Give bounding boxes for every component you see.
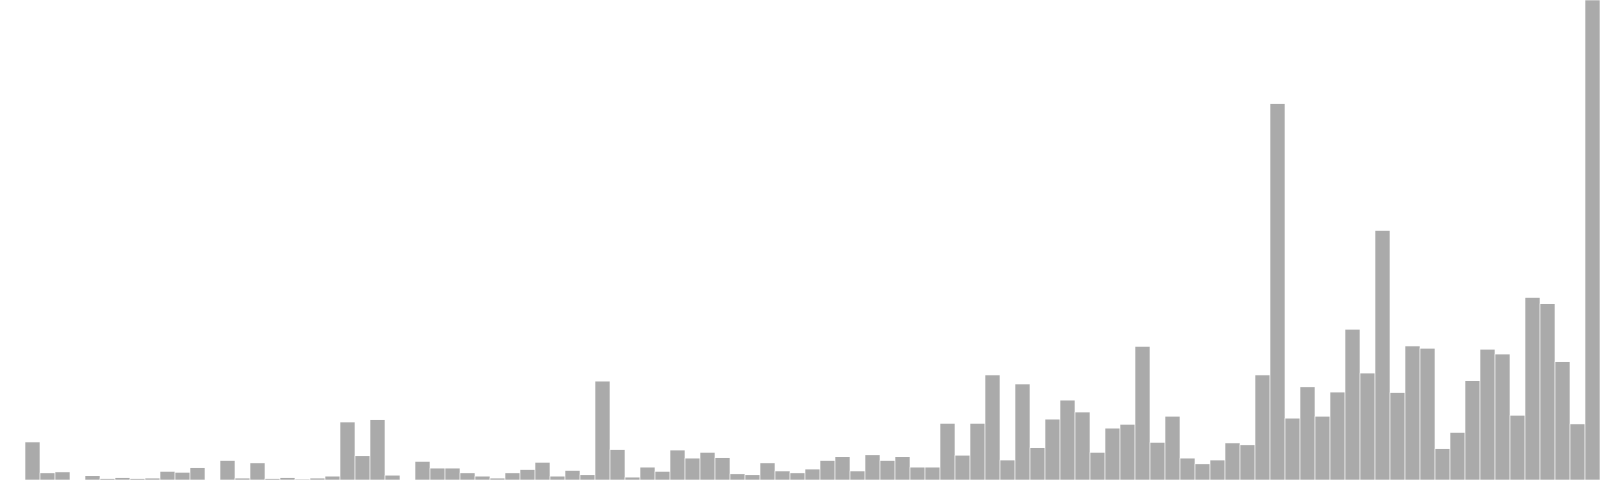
bar-52: [789, 472, 806, 480]
bar-62: [939, 423, 956, 480]
bar-64: [969, 423, 986, 480]
bar-55: [834, 456, 851, 480]
bar-74: [1119, 424, 1136, 480]
bar-33: [504, 472, 521, 480]
bar-1: [24, 441, 41, 480]
bar-12: [189, 467, 206, 480]
bar-30: [459, 472, 476, 480]
bar-65: [984, 374, 1001, 480]
bar-11: [174, 472, 191, 480]
bar-73: [1104, 427, 1121, 480]
bar-37: [564, 470, 581, 480]
bar-84: [1269, 103, 1286, 480]
bar-97: [1464, 380, 1481, 480]
bar-56: [849, 470, 866, 480]
bar-2: [39, 472, 56, 480]
bar-36: [549, 475, 566, 480]
bar-105: [1584, 0, 1600, 480]
bar-95: [1434, 448, 1451, 480]
bar-27: [414, 461, 431, 480]
bar-75: [1134, 346, 1151, 480]
bar-39: [594, 380, 611, 480]
bar-54: [819, 460, 836, 480]
bar-35: [534, 462, 551, 480]
bar-31: [474, 475, 491, 480]
bar-49: [744, 474, 761, 480]
bar-22: [339, 421, 356, 480]
bar-21: [324, 475, 341, 480]
bar-100: [1509, 415, 1526, 480]
bar-38: [579, 474, 596, 480]
bar-48: [729, 473, 746, 480]
bar-83: [1254, 374, 1271, 480]
bar-80: [1209, 459, 1226, 480]
bar-93: [1404, 345, 1421, 480]
bar-96: [1449, 432, 1466, 480]
bar-63: [954, 454, 971, 480]
bar-61: [924, 466, 941, 480]
bar-101: [1524, 297, 1541, 480]
bar-70: [1059, 399, 1076, 480]
bar-23: [354, 455, 371, 480]
bar-3: [54, 471, 71, 480]
bar-44: [669, 449, 686, 480]
bar-104: [1569, 423, 1586, 480]
bar-24: [369, 419, 386, 480]
bar-90: [1359, 372, 1376, 480]
bar-103: [1554, 361, 1571, 480]
bar-91: [1374, 230, 1391, 480]
bar-47: [714, 457, 731, 480]
bar-87: [1314, 416, 1331, 480]
bar-14: [219, 460, 236, 480]
bar-43: [654, 471, 671, 480]
bar-89: [1344, 329, 1361, 480]
bar-10: [159, 471, 176, 480]
bar-34: [519, 469, 536, 480]
bar-59: [894, 456, 911, 480]
bar-51: [774, 470, 791, 480]
bar-82: [1239, 444, 1256, 480]
bar-40: [609, 449, 626, 480]
bar-57: [864, 454, 881, 480]
bar-71: [1074, 411, 1091, 480]
bar-53: [804, 468, 821, 480]
bar-66: [999, 459, 1016, 480]
bar-99: [1494, 353, 1511, 480]
bar-42: [639, 466, 656, 480]
bar-60: [909, 466, 926, 480]
bar-50: [759, 462, 776, 480]
bar-67: [1014, 383, 1031, 480]
bar-28: [429, 467, 446, 480]
bar-92: [1389, 392, 1406, 480]
bar-78: [1179, 457, 1196, 480]
bar-25: [384, 474, 401, 480]
bars-group: [24, 0, 1600, 480]
bar-98: [1479, 349, 1496, 480]
bar-72: [1089, 452, 1106, 480]
bar-5: [84, 475, 101, 480]
bar-102: [1539, 303, 1556, 480]
bar-85: [1284, 417, 1301, 480]
bar-76: [1149, 442, 1166, 480]
bar-45: [684, 457, 701, 480]
bar-29: [444, 467, 461, 480]
bar-16: [249, 462, 266, 480]
bar-79: [1194, 463, 1211, 480]
bar-69: [1044, 418, 1061, 480]
bar-88: [1329, 391, 1346, 480]
bar-81: [1224, 442, 1241, 480]
bar-77: [1164, 416, 1181, 480]
bar-58: [879, 460, 896, 480]
bar-46: [699, 452, 716, 480]
bar-68: [1029, 447, 1046, 480]
bar-86: [1299, 386, 1316, 480]
bar-94: [1419, 348, 1436, 480]
